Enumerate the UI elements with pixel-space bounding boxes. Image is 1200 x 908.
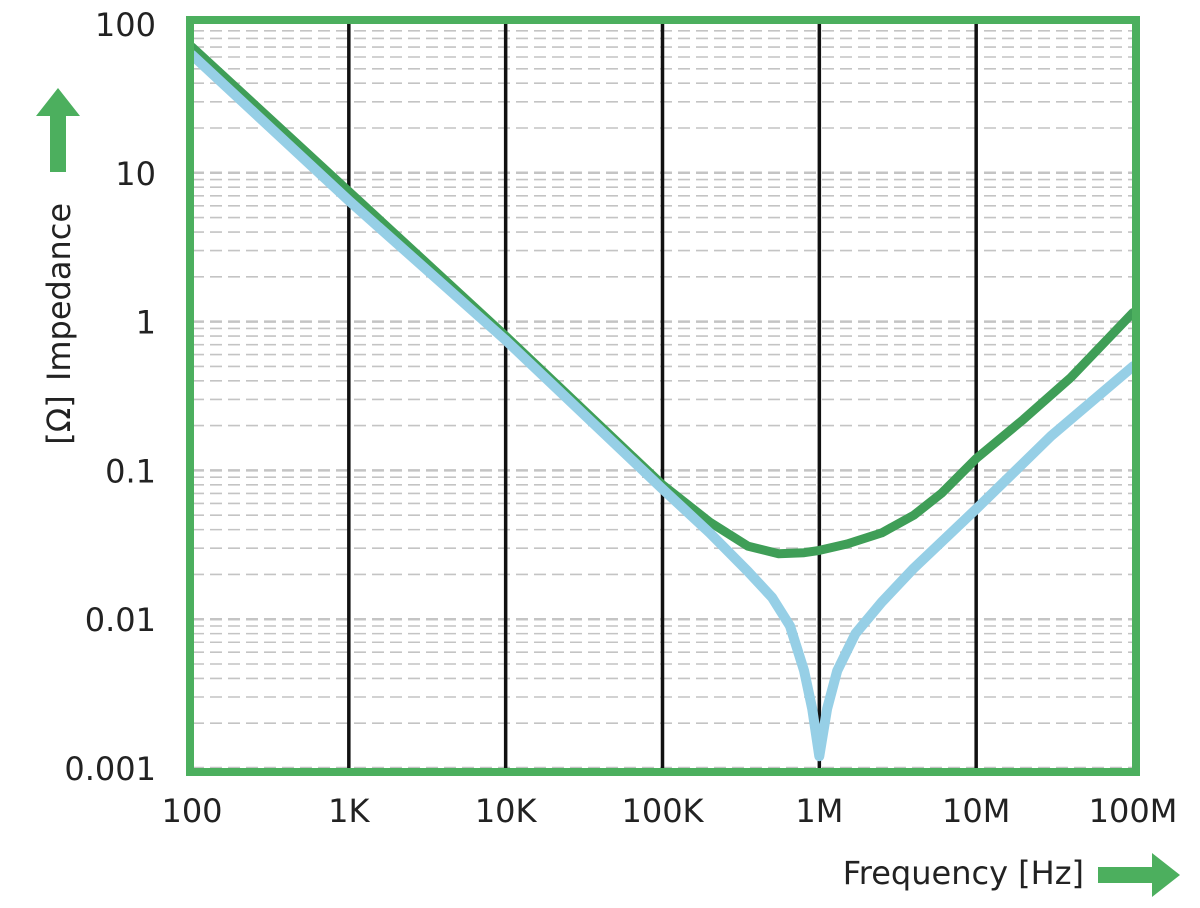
- y-axis-arrow-icon: [36, 88, 80, 172]
- x-tick-label: 1K: [328, 792, 370, 830]
- y-axis-unit: [Ω]: [40, 395, 78, 444]
- x-axis-arrow-icon: [1098, 853, 1180, 897]
- y-axis-title: Impedance: [40, 203, 78, 381]
- x-tick-label: 1M: [795, 792, 843, 830]
- y-tick-label: 0.1: [105, 452, 156, 490]
- y-tick-label: 100: [95, 6, 156, 44]
- plot-frame: [186, 16, 1140, 776]
- y-axis-title-group: Impedance [Ω]: [36, 88, 80, 445]
- x-tick-label: 100M: [1089, 792, 1178, 830]
- major-grid: [347, 24, 978, 768]
- series-line-blue: [187, 49, 1138, 762]
- x-tick-label: 10K: [475, 792, 538, 830]
- y-tick-label: 0.01: [85, 601, 156, 639]
- y-tick-label: 1: [136, 304, 156, 342]
- x-axis-title: Frequency [Hz]: [843, 854, 1084, 892]
- x-tick-label: 100: [161, 792, 222, 830]
- x-tick-labels: 100 1K 10K 100K 1M 10M 100M: [161, 792, 1177, 830]
- x-tick-label: 10M: [942, 792, 1010, 830]
- x-axis-title-group: Frequency [Hz]: [843, 853, 1180, 897]
- series-layer: [187, 42, 1138, 762]
- y-tick-label: 0.001: [64, 750, 156, 788]
- x-tick-label: 100K: [621, 792, 704, 830]
- y-tick-labels: 100 10 1 0.1 0.01 0.001: [64, 6, 156, 788]
- y-tick-label: 10: [115, 155, 156, 193]
